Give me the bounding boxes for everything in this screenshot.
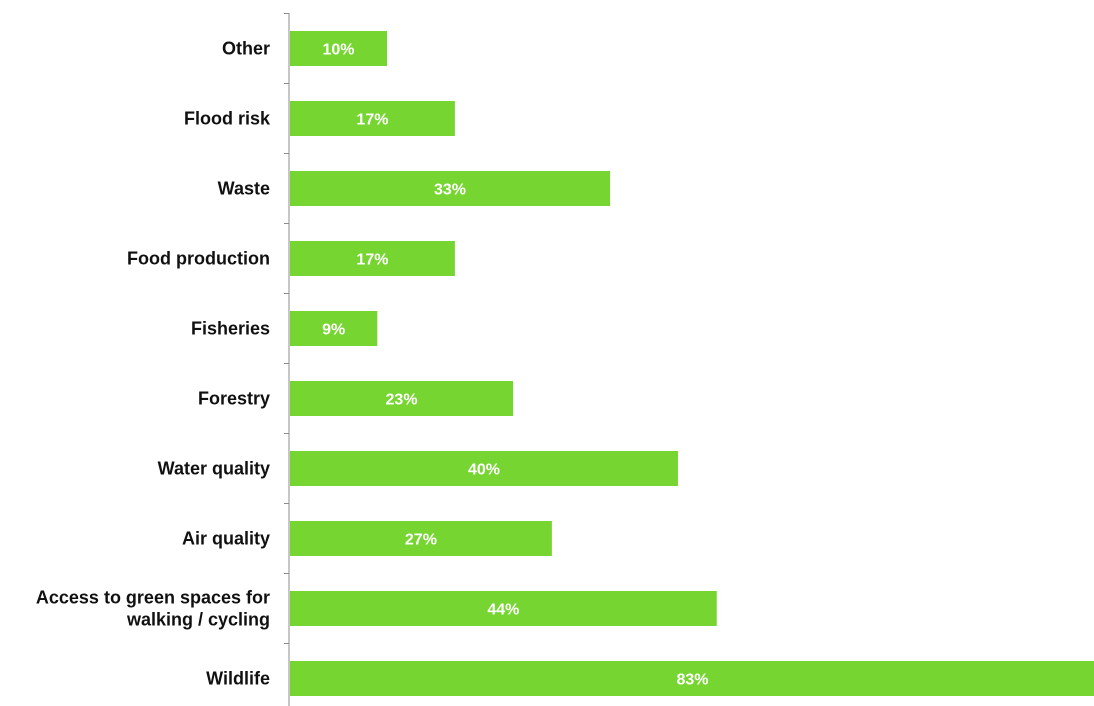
category-label-line: Forestry (198, 389, 270, 409)
value-label: 23% (386, 392, 418, 409)
value-label: 40% (468, 462, 500, 479)
category-label-line: Access to green spaces for (36, 588, 270, 608)
value-label: 27% (405, 532, 437, 549)
value-label: 33% (434, 182, 466, 199)
category-labels-layer: Other Flood risk Waste Food production Fishe… (36, 39, 271, 689)
value-label: 83% (676, 672, 708, 689)
category-label-line: Waste (218, 179, 270, 199)
bar (290, 591, 717, 626)
category-label-line: Food production (127, 249, 270, 269)
category-label-line: Wildlife (206, 669, 270, 689)
category-label: Other (222, 39, 270, 59)
bar (290, 241, 455, 276)
category-label: Wildlife (206, 669, 270, 689)
category-label-line: Air quality (182, 529, 270, 549)
category-label: Forestry (198, 389, 270, 409)
category-label: Fisheries (191, 319, 270, 339)
bar (290, 171, 611, 206)
category-label-line: walking / cycling (126, 610, 270, 630)
category-label: Flood risk (184, 109, 271, 129)
value-labels-layer: 10% 17% 33% 17% 9% 23% 40% 27% 44% 83% (322, 42, 708, 689)
category-label-line: Other (222, 39, 270, 59)
category-label-line: Flood risk (184, 109, 271, 129)
category-label-line: Water quality (158, 459, 270, 479)
bar (290, 381, 514, 416)
value-label: 44% (487, 602, 519, 619)
y-axis (284, 13, 290, 706)
category-label: Water quality (158, 459, 270, 479)
category-label: Air quality (182, 529, 270, 549)
value-label: 17% (356, 252, 388, 269)
bar (290, 661, 1094, 696)
value-label: 9% (322, 322, 345, 339)
value-label: 17% (356, 112, 388, 129)
category-label: Food production (127, 249, 270, 269)
category-label: Access to green spaces for walking / cycl… (36, 588, 270, 630)
value-label: 10% (322, 42, 354, 59)
bar (290, 311, 378, 346)
bars-layer (290, 31, 1094, 696)
bar (290, 31, 387, 66)
bar (290, 101, 455, 136)
bar (290, 451, 678, 486)
category-label: Waste (218, 179, 270, 199)
category-label-line: Fisheries (191, 319, 270, 339)
bar (290, 521, 552, 556)
